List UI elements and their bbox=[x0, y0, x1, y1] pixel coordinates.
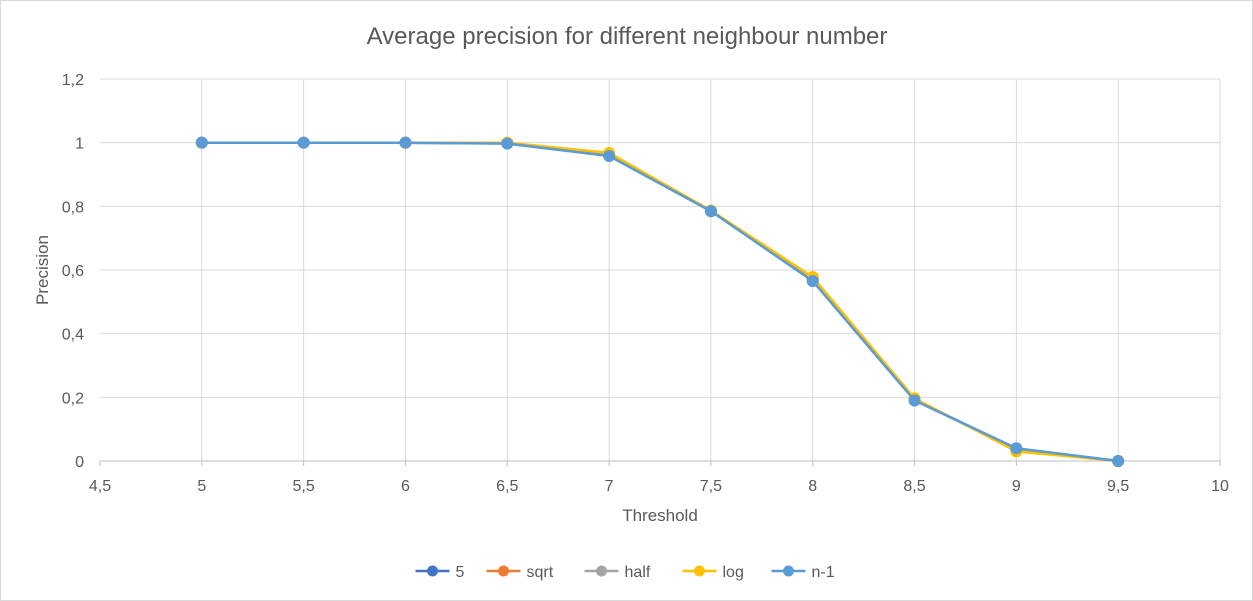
x-tick-label: 9,5 bbox=[1107, 478, 1129, 495]
data-point-n-1 bbox=[908, 394, 921, 407]
y-tick-label: 0,6 bbox=[62, 263, 84, 280]
y-tick-label: 1,2 bbox=[62, 72, 84, 89]
x-tick-label: 6,5 bbox=[496, 478, 518, 495]
legend-label: 5 bbox=[456, 564, 465, 581]
series-line-n-1 bbox=[201, 141, 1119, 463]
legend-label: log bbox=[723, 564, 744, 581]
chart-title: Average precision for different neighbou… bbox=[367, 23, 888, 50]
data-point-n-1 bbox=[1112, 455, 1125, 467]
legend-dot-marker bbox=[783, 565, 794, 577]
x-tick-label: 10 bbox=[1211, 478, 1229, 495]
x-tick-label: 8 bbox=[808, 478, 817, 495]
legend-item-sqrt: sqrt bbox=[486, 564, 554, 581]
series-line-half bbox=[201, 141, 1119, 463]
legend: 5 sqrt half log n-1 bbox=[415, 564, 835, 581]
legend-label: n-1 bbox=[812, 564, 835, 581]
y-tick-label: 0,2 bbox=[62, 390, 84, 407]
series-half bbox=[195, 136, 1125, 467]
legend-dot-marker bbox=[694, 565, 705, 577]
data-point-n-1 bbox=[297, 136, 310, 149]
legend-item-n-1: n-1 bbox=[771, 564, 835, 581]
series-line-sqrt bbox=[201, 141, 1119, 463]
gridlines bbox=[100, 78, 1221, 461]
y-tick-label: 1 bbox=[75, 136, 84, 153]
y-axis-title: Precision bbox=[33, 235, 52, 305]
legend-label: sqrt bbox=[527, 564, 554, 581]
data-point-n-1 bbox=[501, 137, 514, 150]
legend-dot-marker bbox=[498, 565, 509, 577]
data-point-n-1 bbox=[704, 205, 717, 218]
series-line-5 bbox=[201, 141, 1119, 463]
y-tick-label: 0,4 bbox=[62, 327, 84, 344]
x-axis-title: Threshold bbox=[622, 506, 698, 525]
x-tick-label: 7 bbox=[605, 478, 614, 495]
data-point-n-1 bbox=[603, 150, 616, 163]
legend-item-5: 5 bbox=[415, 564, 465, 581]
legend-label: half bbox=[625, 564, 651, 581]
series-log bbox=[195, 136, 1125, 467]
x-tick-label: 8,5 bbox=[903, 478, 925, 495]
series-line-log bbox=[201, 141, 1119, 463]
data-point-n-1 bbox=[806, 275, 819, 288]
series-sqrt bbox=[195, 136, 1125, 467]
y-tick-label: 0 bbox=[75, 454, 84, 471]
series-n-1 bbox=[195, 136, 1125, 467]
data-point-n-1 bbox=[195, 136, 208, 149]
legend-item-half: half bbox=[584, 564, 651, 581]
x-tick-label: 5 bbox=[197, 478, 206, 495]
x-tick-label: 5,5 bbox=[293, 478, 315, 495]
x-tick-label: 9 bbox=[1012, 478, 1021, 495]
data-point-n-1 bbox=[1010, 442, 1023, 455]
legend-item-log: log bbox=[682, 564, 744, 581]
series-5 bbox=[195, 136, 1125, 467]
legend-dot-marker bbox=[596, 565, 607, 577]
x-tick-label: 4,5 bbox=[89, 478, 111, 495]
x-tick-label: 6 bbox=[401, 478, 410, 495]
series-layer bbox=[195, 136, 1125, 467]
axes: 4,5 5 5,5 6 6,5 7 7,5 8 8,5 9 9,5 10 0 0,2 0,4 0,6 0,8 1 1… bbox=[62, 72, 1229, 495]
legend-dot-marker bbox=[427, 565, 438, 577]
data-point-n-1 bbox=[399, 136, 412, 149]
y-tick-label: 0,8 bbox=[62, 199, 84, 216]
x-tick-label: 7,5 bbox=[700, 478, 722, 495]
